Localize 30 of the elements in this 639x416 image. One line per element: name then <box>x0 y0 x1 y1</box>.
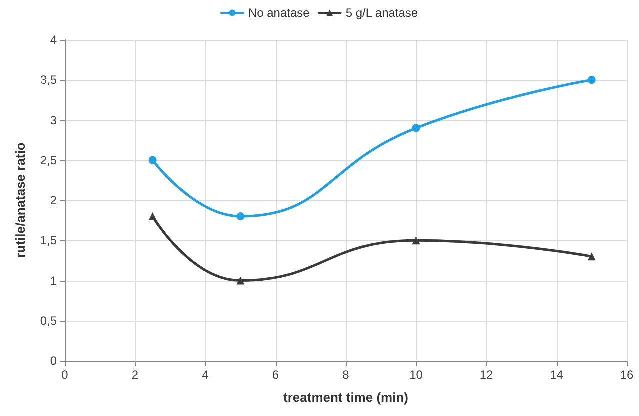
x-tick-label: 0 <box>62 368 69 382</box>
point <box>148 212 157 221</box>
x-tick-label: 4 <box>202 368 210 382</box>
x-axis-title: treatment time (min) <box>284 390 408 405</box>
point <box>588 76 596 84</box>
x-tick-label: 14 <box>550 368 564 382</box>
y-tick-label: 1 <box>50 274 58 288</box>
y-tick-label: 1,5 <box>40 234 58 248</box>
x-tick-label: 10 <box>410 368 424 382</box>
y-tick-label: 3 <box>50 113 58 128</box>
legend-label: No anatase <box>248 6 310 20</box>
x-tick-label: 6 <box>272 368 280 382</box>
point <box>412 124 420 132</box>
y-tick-label: 3,5 <box>40 73 58 88</box>
point <box>412 236 420 245</box>
legend-label: 5 g/L anatase <box>346 6 418 20</box>
y-tick-label: 4 <box>50 33 58 47</box>
y-tick-label: 2,5 <box>40 153 58 168</box>
x-tick-label: 2 <box>132 368 139 382</box>
y-axis-title: rutile/anatase ratio <box>13 142 28 258</box>
x-tick-label: 16 <box>620 368 634 382</box>
point <box>148 156 157 164</box>
point <box>588 252 596 261</box>
y-tick-label: 0 <box>50 354 58 368</box>
y-tick-label: 2 <box>50 194 58 208</box>
x-tick-label: 12 <box>480 368 494 382</box>
point <box>236 212 245 221</box>
x-tick-label: 8 <box>342 368 350 382</box>
y-tick-label: 0,5 <box>40 314 58 328</box>
point <box>236 276 245 285</box>
